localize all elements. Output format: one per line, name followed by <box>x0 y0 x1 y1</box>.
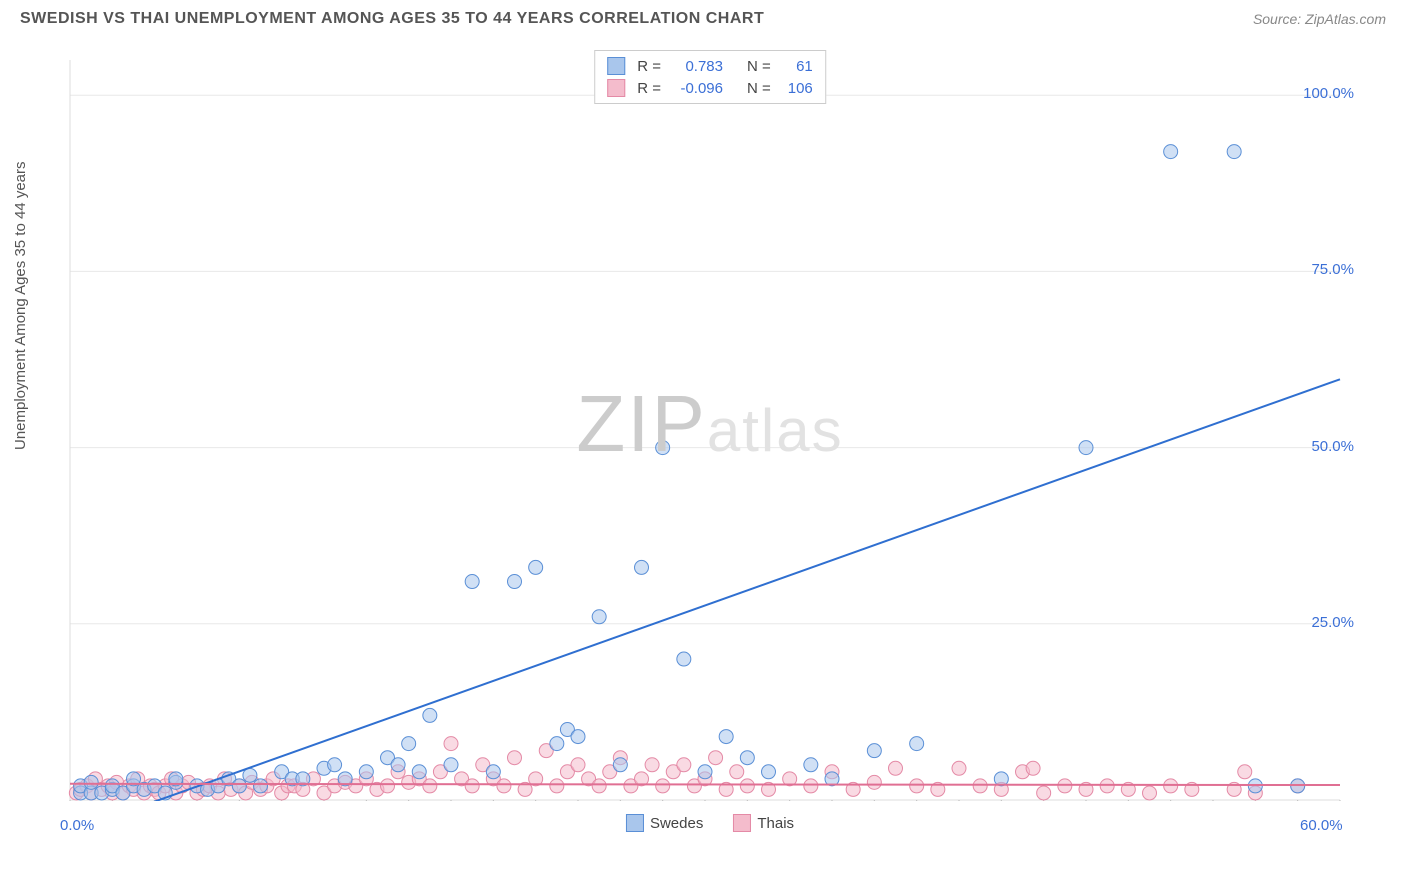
source-name: ZipAtlas.com <box>1305 11 1386 27</box>
legend-row-swedes: R = 0.783 N = 61 <box>607 55 813 77</box>
legend-item-swedes: Swedes <box>626 814 703 832</box>
n-value-swedes: 61 <box>777 58 813 75</box>
swatch-swedes <box>607 57 625 75</box>
r-value-thais: -0.096 <box>667 80 723 97</box>
y-tick-label: 25.0% <box>1311 614 1354 631</box>
header: SWEDISH VS THAI UNEMPLOYMENT AMONG AGES … <box>0 0 1406 33</box>
legend-label-thais: Thais <box>757 815 794 832</box>
x-axis-min-label: 0.0% <box>60 817 94 834</box>
y-axis-label: Unemployment Among Ages 35 to 44 years <box>12 161 29 450</box>
source-prefix: Source: <box>1253 11 1305 27</box>
scatter-plot <box>60 50 1360 830</box>
legend-label-swedes: Swedes <box>650 815 703 832</box>
n-label-swedes: N = <box>747 58 771 75</box>
y-tick-label: 50.0% <box>1311 438 1354 455</box>
legend-row-thais: R = -0.096 N = 106 <box>607 77 813 99</box>
x-axis-max-label: 60.0% <box>1300 817 1343 834</box>
r-label-thais: R = <box>637 80 661 97</box>
chart-title: SWEDISH VS THAI UNEMPLOYMENT AMONG AGES … <box>20 10 764 28</box>
series-legend: Swedes Thais <box>626 814 794 832</box>
y-tick-label: 100.0% <box>1303 85 1354 102</box>
r-value-swedes: 0.783 <box>667 58 723 75</box>
n-label-thais: N = <box>747 80 771 97</box>
source-attribution: Source: ZipAtlas.com <box>1253 11 1386 27</box>
n-value-thais: 106 <box>777 80 813 97</box>
r-label-swedes: R = <box>637 58 661 75</box>
legend-item-thais: Thais <box>733 814 794 832</box>
swatch-thais <box>607 79 625 97</box>
chart-area: ZIPatlas R = 0.783 N = 61 R = -0.096 N =… <box>60 50 1360 830</box>
swatch-bottom-thais <box>733 814 751 832</box>
y-tick-label: 75.0% <box>1311 261 1354 278</box>
correlation-legend: R = 0.783 N = 61 R = -0.096 N = 106 <box>594 50 826 104</box>
swatch-bottom-swedes <box>626 814 644 832</box>
